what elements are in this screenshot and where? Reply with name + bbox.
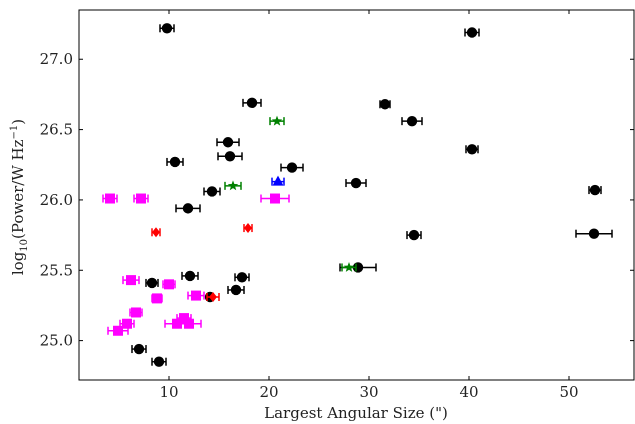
data-point [131,343,147,355]
data-point-circle [169,156,181,168]
data-point [151,293,163,304]
data-point [242,97,262,109]
plot-frame [78,9,635,381]
data-point [206,291,220,302]
x-tick-label: 10 [159,383,178,401]
data-point-square [179,313,189,324]
data-point [176,318,202,329]
data-point-square [131,307,141,318]
data-point-circle [589,184,601,196]
data-point [234,272,250,283]
data-point [151,356,167,367]
x-tick-label: 30 [359,383,378,401]
data-point-square [270,193,280,204]
data-point-square [136,193,146,204]
data-point-square [184,318,194,329]
data-point [243,223,253,234]
data-point [401,115,423,127]
data-point-circle [184,270,196,282]
data-point-circle [153,356,165,367]
data-point [341,261,357,272]
data-point [107,325,129,336]
data-point-diamond [209,291,217,302]
data-point [588,184,602,196]
data-point [280,162,304,173]
x-axis-label: Largest Angular Size (") [264,404,448,422]
data-point [224,180,242,191]
data-point-square [152,293,162,304]
data-point [217,151,243,162]
data-point-circle [286,162,298,173]
data-point [271,175,285,186]
data-point-square [105,193,115,204]
data-point [129,307,143,318]
data-point-square [122,318,132,329]
data-marks [102,23,613,367]
y-axis-label: log10(Power/W Hz−1) [9,119,30,275]
data-point [406,229,422,241]
data-point-star [271,115,283,126]
data-point [345,177,367,189]
data-point [379,99,391,110]
y-tick-label: 26.0 [40,191,73,209]
data-point-star [227,180,239,191]
data-point-star [343,261,355,272]
y-tick-label: 26.5 [40,121,73,139]
data-point [227,284,245,296]
y-tick-label: 25.5 [40,261,73,279]
data-point [122,275,140,286]
data-point [260,193,290,204]
data-point-circle [236,272,248,283]
data-point-square [113,325,123,336]
data-point [151,227,161,238]
data-point [269,115,285,126]
data-point-circle [161,23,173,34]
data-point [162,279,176,290]
data-point [175,203,201,214]
data-point [102,193,118,204]
data-point-circle [224,151,236,162]
data-point [203,186,221,197]
x-tick-label: 50 [559,383,578,401]
data-point [145,277,159,289]
data-point-circle [588,228,600,239]
data-point-square [191,290,201,301]
data-point-circle [466,144,478,155]
data-point [187,290,205,301]
y-tick-label: 25.0 [40,332,73,350]
data-point-circle [350,177,362,189]
data-point-circle [222,137,234,148]
data-point-circle [230,284,242,296]
y-tick-label: 27.0 [40,50,73,68]
data-point-diamond [244,223,252,234]
data-point-circle [406,115,418,127]
data-point [575,228,613,239]
axes: 10 20 30 40 50 25.0 25.5 26.0 26.5 27.0 [40,10,634,401]
data-point-circle [379,99,391,110]
data-point-circle [182,203,194,214]
x-tick-label: 20 [259,383,278,401]
data-point-circle [133,343,145,355]
data-point-triangle [272,175,284,186]
data-point-circle [146,277,158,289]
data-point-circle [408,229,420,241]
data-point-circle [466,27,478,38]
data-point [133,193,149,204]
data-point [119,318,135,329]
data-point-square [164,279,174,290]
data-point [464,27,480,38]
data-point [181,270,199,282]
data-point-circle [246,97,258,109]
data-point [465,144,479,155]
data-point-circle [206,186,218,197]
x-tick-label: 40 [459,383,478,401]
data-point [159,23,175,34]
data-point [216,137,240,148]
data-point-square [126,275,136,286]
data-point-diamond [152,227,160,238]
data-point [166,156,184,168]
